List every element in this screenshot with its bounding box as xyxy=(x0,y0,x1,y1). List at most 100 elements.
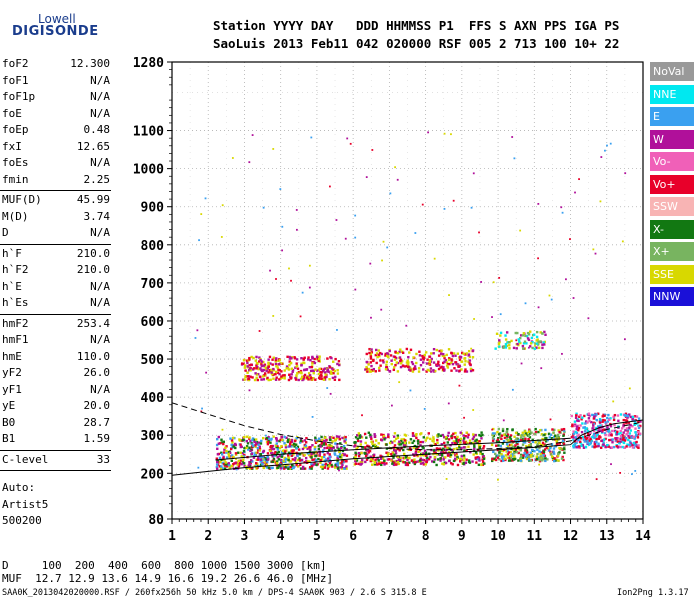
echo-point xyxy=(574,430,577,434)
echo-point xyxy=(374,458,377,461)
echo-point xyxy=(552,457,555,461)
echo-point xyxy=(431,460,434,463)
echo-point xyxy=(384,368,388,371)
echo-point xyxy=(255,376,258,379)
echo-point xyxy=(524,432,528,435)
echo-point xyxy=(602,443,605,446)
echo-point xyxy=(222,451,226,454)
echo-point xyxy=(419,363,423,367)
echo-point xyxy=(611,441,614,444)
echo-point xyxy=(587,432,590,436)
echo-point xyxy=(317,368,320,372)
echo-point xyxy=(224,461,228,464)
echo-point xyxy=(458,444,461,447)
echo-point xyxy=(236,463,239,466)
echo-point xyxy=(368,449,372,453)
echo-point xyxy=(386,368,389,371)
echo-point xyxy=(321,465,324,469)
echo-point xyxy=(291,464,294,467)
echo-point xyxy=(625,414,628,417)
echo-point xyxy=(338,450,341,454)
echo-point xyxy=(255,355,258,359)
echo-point xyxy=(445,448,448,452)
echo-point xyxy=(336,460,339,463)
echo-point xyxy=(542,341,545,344)
echo-point xyxy=(336,461,340,465)
echo-point xyxy=(365,366,368,369)
echo-point xyxy=(473,446,476,449)
echo-point xyxy=(442,361,445,365)
echo-point xyxy=(616,414,620,417)
echo-point xyxy=(506,456,509,459)
echo-point xyxy=(496,438,499,442)
echo-point xyxy=(239,451,242,454)
echo-point xyxy=(472,453,475,456)
echo-point xyxy=(582,426,585,429)
echo-point xyxy=(312,372,315,375)
echo-point xyxy=(322,442,326,445)
echo-point xyxy=(328,462,332,465)
echo-point xyxy=(373,443,377,447)
echo-point xyxy=(515,437,518,441)
param-separator xyxy=(0,470,111,471)
echo-point xyxy=(233,462,236,465)
echo-point xyxy=(298,441,302,444)
echo-point xyxy=(243,453,246,457)
echo-point xyxy=(317,444,321,448)
echo-point xyxy=(277,359,280,363)
echo-point xyxy=(344,435,347,439)
echo-point xyxy=(443,368,446,371)
echo-point xyxy=(498,458,501,461)
echo-point xyxy=(534,344,536,347)
echo-point xyxy=(515,441,518,444)
echo-point xyxy=(439,459,442,462)
echo-point xyxy=(361,446,365,449)
param-name: foF1p xyxy=(2,90,36,103)
echo-point xyxy=(556,454,560,457)
echo-point xyxy=(289,357,292,360)
echo-point xyxy=(262,364,266,367)
echo-point xyxy=(509,456,513,459)
echo-point xyxy=(231,441,234,444)
echo-point xyxy=(328,458,332,461)
echo-point xyxy=(324,439,327,442)
echo-point xyxy=(266,458,270,461)
echo-point xyxy=(512,458,516,461)
echo-point xyxy=(450,133,452,136)
echo-point xyxy=(592,423,595,427)
echo-point xyxy=(423,356,426,359)
echo-point xyxy=(636,430,640,434)
echo-point xyxy=(573,424,576,428)
echo-point xyxy=(259,358,262,362)
echo-point xyxy=(380,439,384,442)
echo-point xyxy=(315,463,318,466)
echo-point xyxy=(578,445,581,448)
echo-point xyxy=(450,352,454,355)
echo-point xyxy=(609,422,612,426)
echo-point xyxy=(311,454,314,457)
echo-point xyxy=(324,443,328,446)
echo-point xyxy=(228,465,231,469)
echo-point xyxy=(537,430,540,434)
param-value: 110.0 xyxy=(76,349,110,363)
echo-point xyxy=(393,358,397,361)
echo-point xyxy=(582,438,586,441)
echo-point xyxy=(401,364,405,367)
echo-point xyxy=(337,435,341,438)
echo-point xyxy=(502,419,505,422)
echo-point xyxy=(322,464,326,468)
echo-point xyxy=(443,208,446,210)
echo-point xyxy=(462,439,465,442)
legend-item-x: X- xyxy=(650,219,694,239)
echo-point xyxy=(290,373,293,376)
echo-point xyxy=(220,451,223,454)
echo-point xyxy=(242,458,245,462)
echo-point xyxy=(276,445,279,448)
echo-point xyxy=(432,437,435,441)
echo-point xyxy=(249,369,252,372)
echo-point xyxy=(436,441,439,445)
echo-point xyxy=(333,452,336,455)
echo-point xyxy=(480,281,483,283)
echo-group xyxy=(490,427,566,463)
echo-point xyxy=(523,340,527,343)
